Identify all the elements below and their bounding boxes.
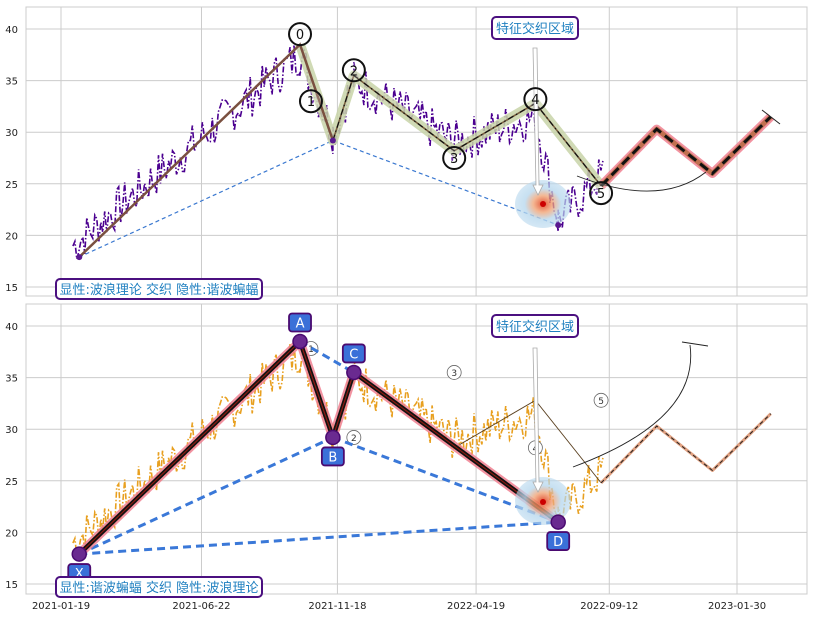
- top-annotation-text: 特征交织区域: [496, 21, 574, 37]
- bat-point-dot: [76, 254, 83, 261]
- bottom-wave-label-text: 2: [351, 434, 357, 444]
- harmonic-dash: [78, 436, 334, 556]
- top-arc: [576, 171, 707, 192]
- bottom-arc-bracket: [681, 341, 709, 347]
- harmonic-point-dot: [550, 514, 566, 530]
- harmonic-point-dot: [325, 429, 341, 446]
- harmonic-dash: [79, 520, 559, 556]
- y-tick-label: 25: [5, 477, 18, 488]
- top-arc-bracket: [761, 109, 781, 125]
- harmonic-point-dot: [71, 546, 87, 562]
- wave-label-circle: [288, 22, 313, 47]
- y-tick-label: 20: [5, 528, 18, 539]
- wave-label-circle: [589, 181, 614, 206]
- bottom-legend-box: 显性:谐波蝙蝠 交织 隐性:波浪理论: [55, 576, 263, 598]
- harmonic-label-text: A: [296, 316, 305, 331]
- wave-label-circle: [298, 89, 323, 114]
- y-tick-label: 35: [5, 77, 18, 88]
- bottom-projection-line: [600, 413, 772, 484]
- wave-label-text: 1: [307, 95, 315, 110]
- wave-label-circle: [341, 58, 366, 83]
- bottom-wave-label-circle: [446, 365, 462, 380]
- top-annotation-box: 特征交织区域: [491, 16, 579, 40]
- harmonic-label-box: [341, 343, 366, 364]
- bottom-legend-text: 显性:谐波蝙蝠 交织 隐性:波浪理论: [59, 580, 258, 596]
- harmonic-label-text: B: [328, 450, 337, 465]
- wave-labels: 0 1 2 3 4 5: [76, 22, 614, 261]
- harmonic-point-dot: [292, 333, 308, 350]
- y-tick-label: 25: [5, 180, 18, 191]
- x-tick-label: 2023-01-30: [708, 601, 766, 612]
- top-bat-dashed-line: [78, 139, 559, 258]
- y-tick-label: 30: [5, 425, 18, 436]
- bottom-wave-label-circle: [593, 392, 609, 408]
- y-tick-label: 15: [5, 580, 18, 591]
- harmonic-label-text: C: [349, 347, 358, 362]
- x-tick-label: 2021-11-18: [308, 601, 366, 612]
- top-zone-center: [540, 201, 546, 207]
- harmonic-label-box: [288, 312, 312, 333]
- y-tick-label: 20: [5, 231, 18, 242]
- bottom-zone-center: [540, 499, 546, 505]
- projection-line: [600, 115, 772, 187]
- top-plot-frame: [25, 6, 808, 297]
- bottom-annotation-box: 特征交织区域: [491, 314, 579, 338]
- bottom-arc: [572, 344, 692, 468]
- y-tick-label: 35: [5, 374, 18, 385]
- bottom-gridlines: [26, 304, 807, 594]
- bottom-y-ticks: 15 20 25 30 35 40: [5, 322, 18, 591]
- wave-label-text: 3: [450, 152, 458, 167]
- x-tick-label: 2021-01-19: [32, 601, 90, 612]
- y-tick-label: 15: [5, 283, 18, 294]
- top-legend-box: 显性:波浪理论 交织 隐性:谐波蝙蝠: [55, 278, 263, 300]
- wave-label-text: 5: [597, 187, 605, 202]
- bottom-plot-frame: [25, 303, 808, 595]
- top-legend-text: 显性:波浪理论 交织 隐性:谐波蝙蝠: [59, 282, 258, 298]
- top-y-ticks: 15 20 25 30 35 40: [5, 25, 18, 294]
- top-annotation-arrow: [532, 47, 544, 196]
- harmonic-label-box: [320, 446, 345, 467]
- y-tick-label: 40: [5, 322, 18, 333]
- bottom-annotation-arrow: [532, 347, 544, 493]
- bottom-wave-label-text: 5: [598, 397, 604, 407]
- bottom-x-ticks: 2021-01-19 2021-06-22 2021-11-18 2022-04-19…: [32, 601, 766, 612]
- y-tick-label: 40: [5, 25, 18, 36]
- x-tick-label: 2022-04-19: [447, 601, 505, 612]
- y-tick-label: 30: [5, 128, 18, 139]
- bottom-annotation-text: 特征交织区域: [496, 319, 574, 335]
- wave-label-text: 2: [350, 64, 358, 79]
- wave-label-text: 4: [531, 93, 539, 108]
- harmonic-dash: [299, 340, 355, 374]
- wave-sub-line: [332, 74, 602, 187]
- harmonic-label-text: D: [553, 535, 563, 550]
- harmonic-label-text: X: [75, 567, 84, 582]
- harmonic-point-dot: [346, 364, 362, 381]
- x-tick-label: 2021-06-22: [172, 601, 230, 612]
- bottom-wave-label-text: 3: [451, 369, 457, 379]
- x-tick-label: 2022-09-12: [580, 601, 638, 612]
- wave-label-circle: [442, 146, 467, 170]
- wave-label-text: 0: [296, 28, 304, 43]
- wave-label-circle: [523, 87, 548, 112]
- harmonic-label-box: [546, 531, 571, 551]
- bat-point-dot: [555, 222, 562, 229]
- bottom-wave-label-text: 1: [308, 345, 314, 355]
- bottom-wave-label-circle: [346, 430, 362, 445]
- bat-point-dot: [329, 137, 336, 144]
